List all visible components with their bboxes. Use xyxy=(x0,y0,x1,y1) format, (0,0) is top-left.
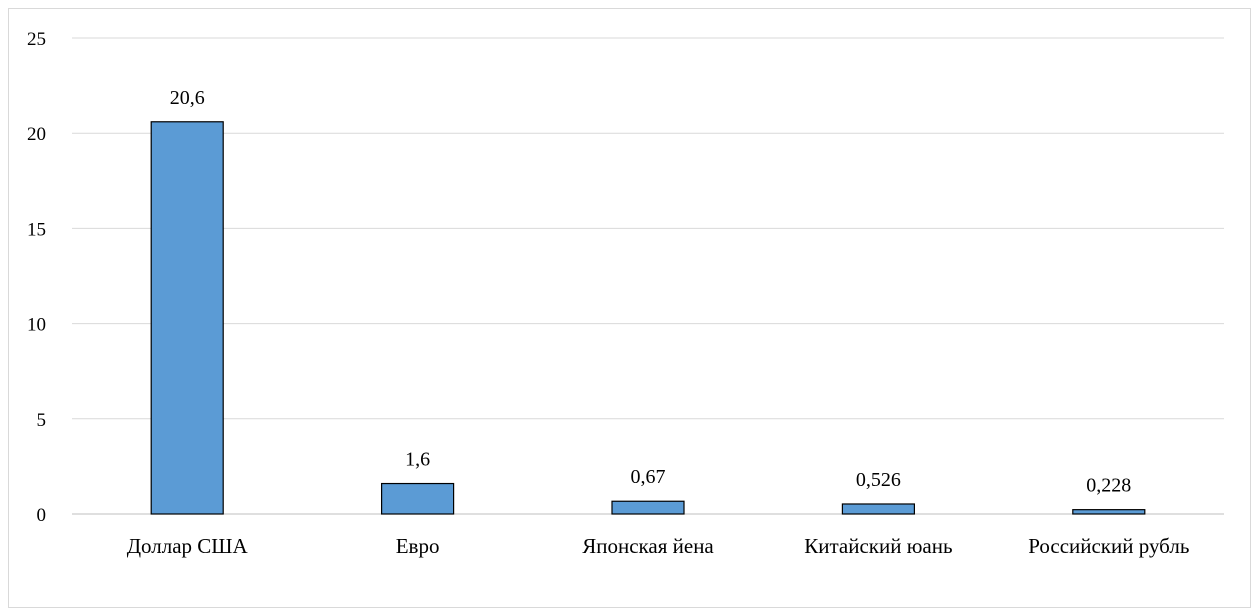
data-label: 20,6 xyxy=(170,87,205,109)
gridlines xyxy=(72,37,1224,515)
data-label: 0,228 xyxy=(1086,475,1131,497)
y-tick-label: 5 xyxy=(37,410,47,431)
bar xyxy=(150,121,224,515)
y-tick-label: 10 xyxy=(27,315,46,336)
bar-chart: 0 5 10 15 20 25 20,6 1,6 0,67 0,526 0,228 Доллар … xyxy=(27,29,1224,558)
bar xyxy=(611,500,685,515)
y-tick-label: 20 xyxy=(27,124,46,145)
category-label: Российский рубль xyxy=(1028,534,1189,558)
category-label: Японская йена xyxy=(582,534,714,558)
category-label: Китайский юань xyxy=(804,534,952,558)
data-label: 0,67 xyxy=(631,466,666,488)
y-tick-label: 0 xyxy=(37,505,47,526)
bar xyxy=(381,482,455,515)
bars xyxy=(150,121,1146,515)
y-tick-label: 15 xyxy=(27,219,46,240)
bar xyxy=(1072,509,1146,515)
data-label: 1,6 xyxy=(405,449,430,471)
category-label: Евро xyxy=(396,534,440,558)
y-axis-ticks: 0 5 10 15 20 25 xyxy=(27,29,46,526)
data-labels: 20,6 1,6 0,67 0,526 0,228 xyxy=(170,87,1132,497)
bar xyxy=(841,503,916,515)
category-label: Доллар США xyxy=(127,534,249,558)
y-tick-label: 25 xyxy=(27,29,46,50)
data-label: 0,526 xyxy=(856,469,901,491)
x-axis-categories: Доллар США Евро Японская йена Китайский юан… xyxy=(127,534,1190,558)
